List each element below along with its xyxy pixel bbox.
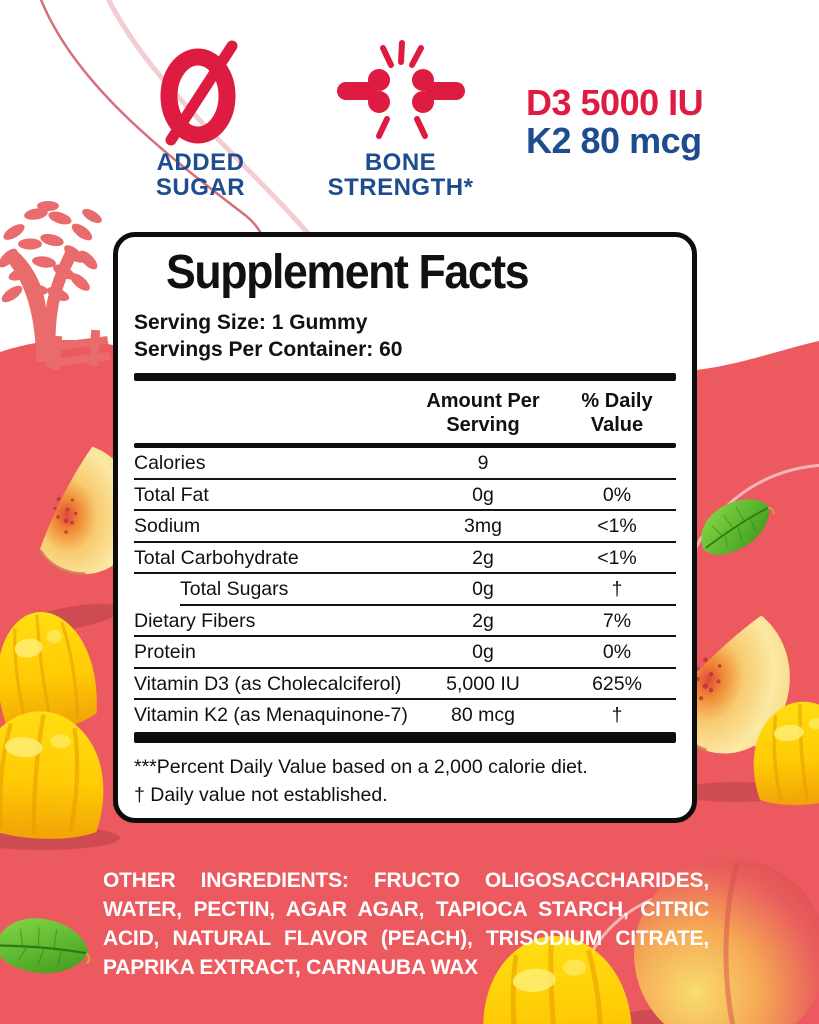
row-amount: 5,000 IU [446, 672, 520, 695]
row-amount: 2g [472, 609, 494, 632]
dosage-k2: K2 80 mcg [526, 120, 702, 161]
added-sugar-line2: SUGAR [155, 174, 246, 201]
row-name: Vitamin K2 (as Menaquinone-7) [134, 704, 408, 727]
row-dv: 7% [602, 609, 632, 632]
leaf-bottom-left [0, 907, 98, 986]
row-name: Calories [134, 452, 206, 475]
other-ingredients: OTHER INGREDIENTS: FRUCTO OLIGOSACCHARID… [103, 866, 709, 982]
bone-strength-line1: BONE [364, 149, 437, 176]
row-dv: <1% [597, 546, 637, 569]
gummy-right [746, 695, 819, 811]
row-name: Vitamin D3 (as Cholecalciferol) [134, 672, 402, 695]
dosage-d3: D3 5000 IU [526, 82, 704, 123]
fence-illustration [43, 329, 111, 371]
servings-per-container: Servings Per Container: 60 [134, 338, 403, 361]
gummy-left-top [0, 603, 104, 739]
row-amount: 0g [472, 641, 494, 664]
table-row-vitamin-d3: Vitamin D3 (as Cholecalciferol) 5,000 IU… [134, 669, 676, 701]
table-header: Amount Per Serving % Daily Value [134, 381, 676, 443]
row-amount: 2g [472, 546, 494, 569]
row-name: Protein [134, 641, 196, 664]
bone-strength-badge: BONE STRENGTH* [318, 38, 483, 200]
table-row-dietary-fibers: Dietary Fibers 2g 7% [134, 606, 676, 638]
divider-thick-top [134, 373, 676, 381]
supplement-facts-panel: Supplement Facts Serving Size: 1 Gummy S… [113, 232, 697, 823]
table-row-total-carbohydrate: Total Carbohydrate 2g <1% [134, 543, 676, 575]
row-amount: 80 mcg [451, 704, 515, 727]
serving-size: Serving Size: 1 Gummy [134, 311, 368, 334]
panel-title: Supplement Facts [166, 246, 530, 299]
row-amount: 9 [477, 452, 489, 475]
added-sugar-line1: ADDED [156, 149, 245, 176]
table-row-sodium: Sodium 3mg <1% [134, 511, 676, 543]
tree-illustration [0, 201, 111, 371]
row-dv: <1% [597, 515, 637, 538]
row-dv: 625% [592, 672, 642, 695]
row-name: Total Sugars [180, 578, 289, 601]
row-dv: † [611, 578, 623, 601]
leaf-right [689, 487, 783, 564]
bone-impact-icon [336, 40, 465, 139]
row-name: Sodium [134, 515, 201, 538]
row-name: Dietary Fibers [134, 609, 256, 632]
divider-thick-bottom [134, 731, 676, 743]
other-ingredients-label: OTHER INGREDIENTS: [103, 869, 349, 892]
bone-strength-line2: STRENGTH* [327, 174, 474, 201]
row-amount: 0g [472, 578, 494, 601]
row-amount: 0g [472, 483, 494, 506]
gummy-left-bottom [0, 707, 109, 843]
footnotes: ***Percent Daily Value based on a 2,000 … [134, 753, 676, 809]
row-name: Total Carbohydrate [134, 546, 299, 569]
table-row-calories: Calories 9 [134, 448, 676, 480]
zero-crossed-icon [160, 40, 237, 146]
footnote-daily-value-not-established: † Daily value not established. [134, 783, 388, 806]
column-amount-per-serving: Amount Per Serving [426, 390, 540, 436]
table-row-vitamin-k2: Vitamin K2 (as Menaquinone-7) 80 mcg † [134, 700, 676, 732]
row-name: Total Fat [134, 483, 209, 506]
dosage-callout: D3 5000 IU K2 80 mcg [526, 82, 704, 161]
row-dv: † [611, 704, 623, 727]
row-dv: 0% [602, 641, 632, 664]
table-row-total-fat: Total Fat 0g 0% [134, 480, 676, 512]
table-row-protein: Protein 0g 0% [134, 637, 676, 669]
row-amount: 3mg [464, 515, 502, 538]
footnote-percent-daily-value: ***Percent Daily Value based on a 2,000 … [134, 755, 588, 778]
table-row-total-sugars: Total Sugars 0g † [134, 574, 676, 606]
column-percent-daily-value: % Daily Value [581, 390, 653, 436]
row-dv: 0% [602, 483, 632, 506]
added-sugar-badge: ADDED SUGAR [138, 38, 263, 200]
